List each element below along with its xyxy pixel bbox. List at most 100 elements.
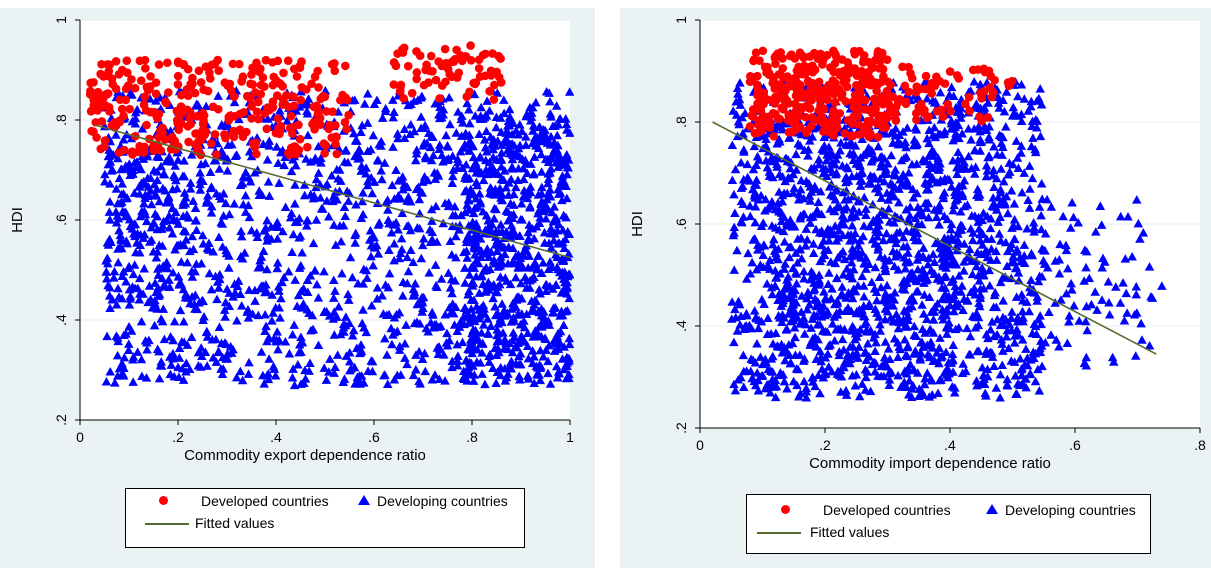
- developing-point: [759, 299, 769, 309]
- developing-point: [777, 172, 788, 181]
- developing-point: [443, 268, 454, 277]
- developing-point: [467, 278, 477, 287]
- developing-point: [983, 152, 994, 162]
- developing-point: [117, 206, 128, 216]
- developing-point: [1015, 354, 1025, 363]
- developing-point: [469, 316, 480, 326]
- developing-point: [463, 290, 473, 299]
- developing-point: [1121, 288, 1131, 298]
- developing-point: [159, 279, 170, 289]
- developing-point: [1017, 295, 1028, 305]
- developing-point: [962, 200, 973, 209]
- developing-point: [855, 181, 866, 190]
- developing-point: [541, 214, 551, 223]
- developing-point: [111, 184, 122, 193]
- developing-point: [508, 298, 518, 308]
- developing-point: [383, 205, 393, 214]
- developing-point: [929, 205, 940, 214]
- developing-point: [545, 281, 555, 291]
- developing-point: [480, 142, 491, 152]
- developing-point: [1144, 262, 1155, 271]
- developing-point: [545, 185, 555, 194]
- developing-point: [934, 358, 944, 368]
- developing-point: [411, 145, 422, 154]
- developing-point: [947, 349, 958, 359]
- developing-point: [894, 313, 904, 323]
- developing-point: [399, 124, 410, 133]
- developed-point: [1003, 78, 1013, 87]
- developing-point: [185, 184, 196, 193]
- developing-point: [1136, 318, 1146, 328]
- developed-point: [285, 150, 294, 160]
- developing-point: [1092, 305, 1102, 314]
- developing-point: [1019, 250, 1029, 260]
- developing-point: [565, 270, 574, 279]
- developing-point: [905, 202, 915, 211]
- developing-point: [368, 130, 379, 140]
- developed-point: [846, 131, 856, 141]
- developing-point: [962, 253, 972, 262]
- developing-point: [762, 329, 773, 338]
- developed-point: [205, 68, 214, 77]
- developing-point: [124, 214, 135, 224]
- developing-point: [262, 264, 272, 274]
- developing-point: [464, 345, 475, 354]
- developing-point: [161, 197, 172, 207]
- developing-point: [535, 288, 545, 298]
- developing-point: [424, 268, 434, 277]
- developing-point: [156, 224, 167, 233]
- developed-point: [778, 54, 787, 63]
- developing-point: [179, 198, 190, 208]
- developing-point: [925, 324, 935, 334]
- developing-point: [929, 257, 940, 266]
- developing-point: [199, 311, 209, 321]
- developing-point: [1096, 220, 1107, 229]
- developing-point: [973, 270, 984, 280]
- developing-point: [361, 168, 371, 178]
- developing-point: [755, 352, 766, 361]
- developed-point: [778, 73, 788, 82]
- developing-point: [846, 257, 857, 267]
- developing-point: [307, 310, 318, 320]
- developing-point: [810, 294, 820, 303]
- developing-point: [243, 369, 254, 378]
- developing-point: [895, 175, 905, 184]
- developing-point: [196, 362, 206, 371]
- developing-point: [447, 151, 458, 160]
- developing-point: [276, 293, 286, 303]
- developing-point: [369, 177, 380, 186]
- developing-point: [104, 291, 115, 300]
- x-tick-label: 0: [76, 429, 84, 445]
- developing-point: [300, 365, 310, 375]
- developing-point: [912, 368, 923, 377]
- developing-point: [857, 134, 867, 143]
- developing-point: [988, 170, 998, 180]
- developing-point: [469, 295, 479, 305]
- developing-point: [152, 247, 163, 256]
- developing-point: [448, 165, 459, 174]
- developing-point: [1135, 234, 1145, 243]
- developing-point: [1064, 316, 1074, 326]
- developing-point: [256, 281, 267, 290]
- developing-point: [420, 366, 431, 376]
- developing-point: [528, 332, 538, 341]
- developing-point: [1006, 313, 1017, 323]
- developing-point: [953, 160, 964, 170]
- developing-point: [410, 155, 421, 165]
- developing-point: [1034, 202, 1045, 211]
- developing-point: [497, 189, 507, 199]
- developing-point: [900, 381, 910, 391]
- developing-point: [401, 320, 411, 329]
- developing-point: [409, 287, 420, 297]
- x-tick-label: .2: [819, 437, 831, 453]
- developing-point: [1081, 262, 1091, 272]
- developing-point: [1029, 222, 1039, 232]
- developing-point: [328, 196, 338, 206]
- developing-point: [796, 307, 807, 316]
- developing-point: [543, 264, 554, 273]
- developing-point: [105, 179, 115, 188]
- developing-point: [405, 129, 415, 138]
- developing-point: [256, 262, 266, 271]
- developing-point: [732, 83, 743, 93]
- developing-point: [1003, 343, 1014, 353]
